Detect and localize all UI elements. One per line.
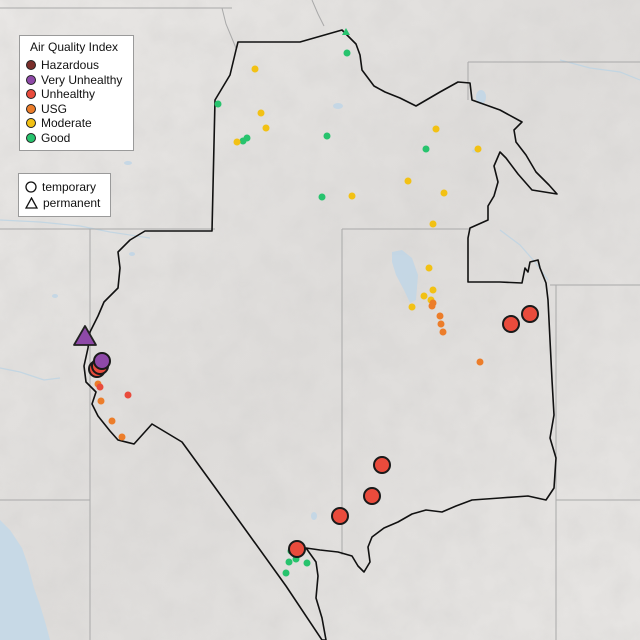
legend-item-good: Good <box>26 131 70 145</box>
monitor-good-temporary[interactable] <box>214 100 222 108</box>
monitor-good-temporary[interactable] <box>343 49 351 57</box>
site-type-legend: temporary permanent <box>18 173 111 217</box>
monitor-unhealthy-temporary[interactable] <box>502 315 520 333</box>
legend-label: Unhealthy <box>41 87 96 101</box>
unhealthy-swatch-icon <box>26 89 36 99</box>
monitor-very-unhealthy-temporary[interactable] <box>93 352 111 370</box>
legend-label: Moderate <box>41 116 92 130</box>
hazardous-swatch-icon <box>26 60 36 70</box>
monitor-usg-temporary[interactable] <box>428 302 436 310</box>
legend-item-temporary: temporary <box>25 180 96 194</box>
monitor-good-temporary[interactable] <box>318 193 326 201</box>
monitor-moderate-temporary[interactable] <box>408 303 416 311</box>
region-outline <box>83 29 558 640</box>
lakes <box>52 90 486 520</box>
monitor-moderate-temporary[interactable] <box>262 124 270 132</box>
monitor-unhealthy-temporary[interactable] <box>521 305 539 323</box>
monitor-moderate-temporary[interactable] <box>432 125 440 133</box>
legend-title: Air Quality Index <box>30 40 119 54</box>
monitor-markers <box>73 28 539 577</box>
legend-item-unhealthy: Unhealthy <box>26 87 95 101</box>
monitor-good-temporary[interactable] <box>282 569 290 577</box>
usg-swatch-icon <box>26 103 36 114</box>
legend-item-usg: USG <box>26 102 67 116</box>
legend-item-permanent: permanent <box>25 196 100 210</box>
monitor-moderate-temporary[interactable] <box>429 220 437 228</box>
very-unhealthy-swatch-icon <box>26 74 36 85</box>
monitor-unhealthy-temporary[interactable] <box>96 383 104 391</box>
monitor-unhealthy-temporary[interactable] <box>124 391 132 399</box>
monitor-moderate-temporary[interactable] <box>429 286 437 294</box>
monitor-usg-temporary[interactable] <box>97 397 105 405</box>
monitor-moderate-temporary[interactable] <box>257 109 265 117</box>
monitor-moderate-temporary[interactable] <box>233 138 241 146</box>
monitor-unhealthy-temporary[interactable] <box>373 456 391 474</box>
rivers <box>0 59 640 381</box>
circle-icon <box>25 181 37 193</box>
monitor-usg-temporary[interactable] <box>436 312 444 320</box>
monitor-unhealthy-temporary[interactable] <box>331 507 349 525</box>
monitor-usg-temporary[interactable] <box>437 320 445 328</box>
monitor-usg-temporary[interactable] <box>118 433 126 441</box>
legend-item-very-unhealthy: Very Unhealthy <box>26 73 122 87</box>
monitor-moderate-temporary[interactable] <box>348 192 356 200</box>
monitor-moderate-temporary[interactable] <box>420 292 428 300</box>
monitor-moderate-temporary[interactable] <box>404 177 412 185</box>
moderate-swatch-icon <box>26 118 36 128</box>
aqi-legend: Air Quality Index Hazardous Very Unhealt… <box>19 35 134 151</box>
monitor-usg-temporary[interactable] <box>476 358 484 366</box>
monitor-good-temporary[interactable] <box>303 559 311 567</box>
monitor-moderate-temporary[interactable] <box>251 65 259 73</box>
monitor-moderate-temporary[interactable] <box>474 145 482 153</box>
monitor-good-permanent[interactable] <box>342 28 350 35</box>
monitor-unhealthy-temporary[interactable] <box>363 487 381 505</box>
monitor-good-temporary[interactable] <box>285 558 293 566</box>
monitor-good-temporary[interactable] <box>323 132 331 140</box>
monitor-good-temporary[interactable] <box>422 145 430 153</box>
legend-label: temporary <box>42 180 97 194</box>
monitor-unhealthy-temporary[interactable] <box>288 540 306 558</box>
legend-label: Good <box>41 130 71 145</box>
legend-item-moderate: Moderate <box>26 116 92 130</box>
legend-label: permanent <box>43 196 101 210</box>
legend-label: Very Unhealthy <box>41 72 123 87</box>
monitor-good-temporary[interactable] <box>239 137 247 145</box>
legend-label: Hazardous <box>41 58 100 72</box>
legend-label: USG <box>41 101 68 116</box>
monitor-usg-temporary[interactable] <box>108 417 116 425</box>
monitor-moderate-temporary[interactable] <box>425 264 433 272</box>
monitor-very-unhealthy-permanent[interactable] <box>73 325 97 346</box>
triangle-icon <box>25 197 38 209</box>
good-swatch-icon <box>26 132 36 143</box>
legend-item-hazardous: Hazardous <box>26 58 99 72</box>
monitor-usg-temporary[interactable] <box>439 328 447 336</box>
monitor-moderate-temporary[interactable] <box>440 189 448 197</box>
ocean <box>0 520 50 640</box>
